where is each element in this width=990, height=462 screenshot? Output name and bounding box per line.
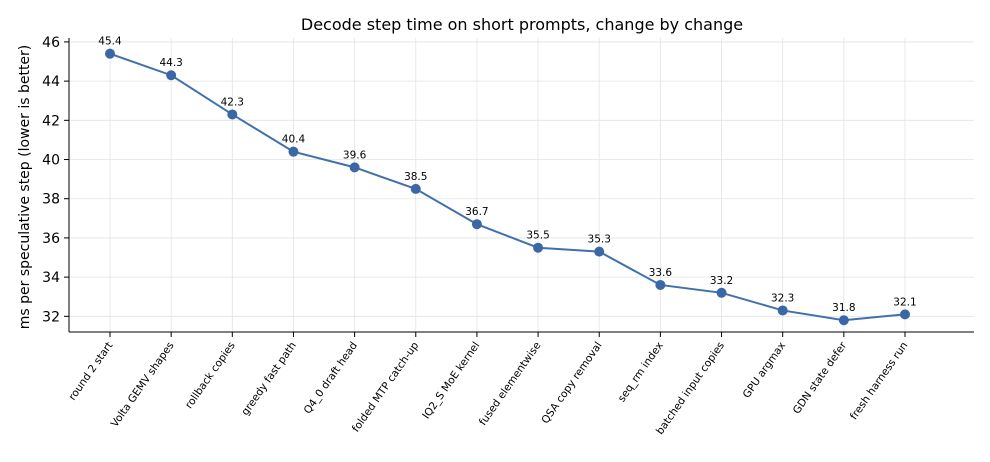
y-tick-label: 46 bbox=[42, 35, 60, 51]
x-tick-label: fresh harness run bbox=[848, 340, 911, 422]
data-point bbox=[288, 146, 299, 157]
data-point bbox=[777, 305, 788, 316]
data-label: 32.1 bbox=[893, 296, 916, 308]
data-label: 42.3 bbox=[221, 96, 244, 108]
data-label: 36.7 bbox=[465, 206, 488, 218]
x-tick-label: Q4_0 draft head bbox=[302, 340, 360, 416]
data-point bbox=[900, 309, 910, 320]
x-tick-label: folded MTP catch-up bbox=[350, 340, 421, 435]
y-tick-label: 38 bbox=[42, 192, 60, 208]
x-tick-label: IQ2_S MoE kernel bbox=[420, 340, 482, 422]
data-point bbox=[410, 183, 421, 194]
data-label: 33.2 bbox=[710, 275, 733, 287]
series-line bbox=[109, 52, 906, 322]
data-point bbox=[105, 48, 115, 59]
data-label: 32.3 bbox=[771, 292, 794, 304]
data-point bbox=[655, 279, 666, 290]
data-label: 35.5 bbox=[526, 230, 549, 242]
y-tick-label: 34 bbox=[42, 270, 60, 286]
grid bbox=[69, 38, 974, 332]
x-tick-label: QSA copy removal bbox=[539, 340, 604, 426]
x-tick-label: fused elementwise bbox=[477, 340, 544, 428]
data-point bbox=[716, 287, 727, 298]
y-tick-label: 36 bbox=[42, 231, 60, 247]
y-tick-label: 32 bbox=[42, 309, 60, 325]
x-tick-label: GDN state defer bbox=[791, 339, 850, 416]
series-ms-per-step bbox=[105, 48, 910, 326]
data-labels: 45.4 44.3 42.3 40.4 39.6 38.5 36.7 35.5 35.3 33.6… bbox=[98, 36, 916, 315]
chart-title: Decode step time on short prompts, chang… bbox=[301, 15, 743, 34]
data-point bbox=[594, 246, 605, 257]
data-point bbox=[533, 242, 544, 253]
x-tick-label: batched input copies bbox=[654, 340, 727, 437]
data-point bbox=[471, 219, 482, 230]
data-point bbox=[838, 315, 849, 326]
y-tick-label: 40 bbox=[42, 153, 60, 169]
x-tick-label: seq_rm index bbox=[616, 340, 666, 404]
x-tick-label: rollback copies bbox=[183, 340, 238, 411]
data-label: 33.6 bbox=[649, 267, 673, 279]
x-tick-label: greedy fast path bbox=[239, 340, 299, 418]
data-point bbox=[227, 109, 238, 120]
data-label: 38.5 bbox=[404, 171, 427, 183]
y-axis-label: ms per speculative step (lower is better… bbox=[17, 45, 33, 330]
x-tick-label: round 2 start bbox=[66, 340, 115, 403]
y-tick-label: 42 bbox=[42, 113, 60, 129]
y-tick-label: 44 bbox=[42, 74, 60, 90]
data-label: 31.8 bbox=[832, 302, 855, 314]
data-point bbox=[166, 70, 177, 81]
x-tick-label: GPU argmax bbox=[741, 340, 788, 401]
x-tick-label: Volta GEMV shapes bbox=[109, 340, 177, 430]
data-label: 44.3 bbox=[159, 57, 182, 69]
data-label: 40.4 bbox=[282, 134, 306, 146]
data-point bbox=[349, 162, 360, 173]
data-label: 39.6 bbox=[343, 149, 367, 161]
data-label: 35.3 bbox=[588, 234, 611, 246]
data-label: 45.4 bbox=[98, 36, 122, 48]
